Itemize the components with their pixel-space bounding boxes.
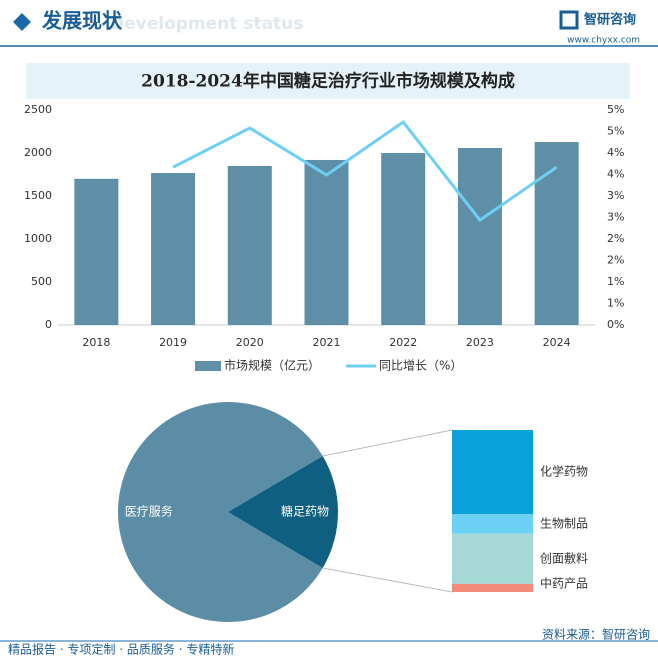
- x-tick-label: 2019: [159, 336, 187, 349]
- chart-title: 2018-2024年中国糖足治疗行业市场规模及构成: [141, 71, 515, 92]
- logo: 智研咨询: [584, 12, 636, 28]
- x-tick-label: 2021: [313, 336, 341, 349]
- bar: [457, 148, 502, 325]
- logo-icon: [559, 10, 579, 30]
- header-title: 发展现状: [41, 9, 123, 33]
- pie-slice: [228, 456, 338, 568]
- x-tick-label: 2022: [389, 336, 417, 349]
- pie-label: 糖足药物: [281, 504, 329, 519]
- stack-label: 生物制品: [540, 516, 588, 530]
- x-tick-label: 2024: [543, 336, 571, 349]
- header-subtitle: Development status: [110, 14, 303, 34]
- y2-tick-label: 2%: [607, 232, 624, 245]
- y-tick-label: 500: [31, 275, 52, 288]
- bar: [227, 165, 272, 325]
- url: www.chyxx.com: [567, 36, 640, 46]
- footer-slogan: 精品报告 · 专项定制 · 品质服务 · 专精特新: [8, 642, 234, 657]
- y2-tick-label: 3%: [607, 211, 624, 224]
- bar: [74, 178, 119, 325]
- stack-segment: [452, 533, 533, 584]
- legend-swatch: [195, 361, 221, 371]
- legend-label: 同比增长（%）: [379, 359, 462, 373]
- y2-tick-label: 5%: [607, 125, 624, 138]
- line: [172, 120, 558, 223]
- x-tick-label: 2018: [82, 336, 110, 349]
- y-tick-label: 1000: [24, 232, 52, 245]
- y2-tick-label: 1%: [607, 297, 624, 310]
- y-tick-label: 0: [45, 318, 52, 331]
- header-icon: [13, 13, 31, 31]
- y2-tick-label: 0%: [607, 318, 624, 331]
- footer-source: 资料来源：智研咨询: [542, 627, 650, 642]
- y-tick-label: 1500: [24, 189, 52, 202]
- y2-tick-label: 4%: [607, 146, 624, 159]
- y2-tick-label: 1%: [607, 275, 624, 288]
- title-box: [26, 63, 630, 99]
- y2-tick-label: 3%: [607, 189, 624, 202]
- bar: [304, 159, 349, 325]
- pie-slice: [117, 401, 323, 622]
- stack-label: 创面敷料: [540, 550, 588, 565]
- y2-tick-label: 5%: [607, 103, 624, 116]
- y-tick-label: 2000: [24, 146, 52, 159]
- bar: [381, 153, 426, 325]
- stack-segment: [452, 514, 533, 534]
- connector: [322, 429, 453, 457]
- stack-segment: [452, 430, 533, 515]
- y2-tick-label: 4%: [607, 168, 624, 181]
- stack-label: 中药产品: [540, 575, 588, 590]
- y2-tick-label: 2%: [607, 254, 624, 267]
- bar: [151, 173, 196, 325]
- connector: [322, 567, 453, 593]
- x-tick-label: 2020: [236, 336, 264, 349]
- legend-label: 市场规模（亿元）: [224, 358, 320, 373]
- pie-label: 医疗服务: [125, 504, 173, 519]
- stack-segment: [452, 583, 533, 592]
- x-tick-label: 2023: [466, 336, 494, 349]
- bar: [534, 141, 579, 325]
- y-tick-label: 2500: [24, 103, 52, 116]
- stack-label: 化学药物: [540, 464, 588, 479]
